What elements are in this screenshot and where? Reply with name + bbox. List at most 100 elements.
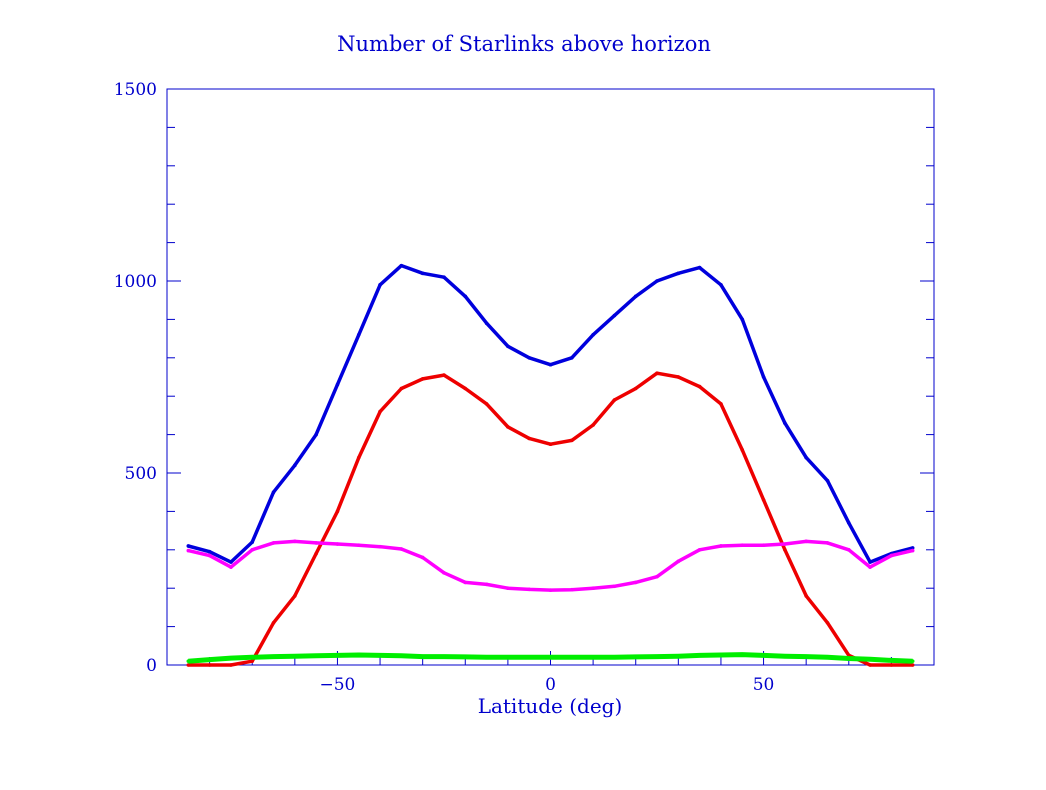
series-blue-point	[825, 478, 830, 483]
series-blue-point	[314, 432, 318, 437]
series-blue-point	[378, 283, 382, 287]
series-magenta-point	[910, 548, 915, 553]
series-blue-point	[399, 263, 404, 268]
series-red-point	[207, 663, 212, 667]
series-red-point	[591, 423, 595, 427]
series-blue-point	[655, 279, 659, 283]
series-blue-point	[335, 382, 340, 387]
series-magenta-point	[740, 543, 745, 547]
series-blue-point	[846, 521, 851, 525]
series-magenta-point	[229, 565, 233, 569]
series-green-point	[889, 658, 894, 663]
series-green-point	[846, 656, 851, 661]
y-tick-label: 1500	[114, 80, 157, 100]
series-red-point	[314, 551, 318, 556]
series-green-point	[420, 654, 425, 659]
series-blue-point	[676, 271, 681, 276]
series-blue-point	[804, 455, 808, 460]
x-tick-label: 0	[545, 675, 556, 695]
series-red-line	[188, 371, 913, 667]
series-green-point	[506, 655, 510, 660]
series-magenta-point	[783, 542, 787, 546]
series-blue-point	[484, 321, 489, 326]
series-green-point	[378, 653, 382, 658]
chart-title: Number of Starlinks above horizon	[337, 32, 711, 56]
series-red-point	[378, 409, 382, 414]
series-blue-point	[527, 356, 531, 360]
series-green-point	[527, 655, 531, 660]
series-magenta-point	[868, 565, 872, 569]
series-magenta-point	[442, 571, 446, 575]
series-green-point	[463, 655, 468, 659]
series-magenta-point	[825, 541, 830, 545]
series-red-point	[676, 375, 681, 379]
series-magenta-point	[293, 539, 297, 544]
series-magenta-point	[356, 543, 361, 547]
series-red-point	[335, 509, 340, 514]
series-green-point	[207, 657, 212, 662]
series-magenta-point	[186, 548, 191, 553]
series-green-point	[783, 654, 787, 658]
series-magenta-point	[570, 587, 574, 592]
series-red-point	[825, 620, 830, 625]
series-red-point	[229, 663, 233, 667]
series-green-point	[335, 653, 340, 658]
series-green-point	[186, 659, 191, 663]
series-green-point	[825, 655, 830, 660]
series-magenta-point	[527, 587, 531, 592]
x-tick-label: −50	[319, 675, 355, 695]
series-magenta-point	[676, 559, 681, 564]
series-red-point	[356, 455, 361, 460]
series-red-point	[697, 384, 702, 389]
series-red-point	[250, 659, 255, 663]
series-magenta-point	[314, 541, 318, 545]
series-green-point	[633, 655, 638, 659]
y-tick-label: 0	[146, 656, 157, 676]
series-red-point	[271, 620, 276, 625]
series-red-point	[761, 498, 766, 502]
series-red-point	[633, 386, 638, 391]
series-magenta-point	[761, 543, 766, 547]
series-blue-point	[761, 375, 766, 379]
series-red-point	[506, 425, 510, 429]
series-green-point	[697, 653, 702, 658]
series-magenta-point	[591, 586, 595, 590]
series-blue-point	[420, 271, 425, 276]
series-magenta-point	[463, 580, 468, 585]
series-red-point	[655, 371, 659, 375]
series-red-point	[889, 663, 894, 667]
series-green-point	[442, 654, 446, 659]
series-blue-point	[719, 283, 723, 287]
series-blue-point	[591, 332, 595, 337]
series-red-point	[570, 438, 574, 443]
series-red-point	[442, 373, 446, 377]
series-magenta-point	[612, 584, 617, 589]
series-magenta-point	[506, 586, 510, 590]
series-red-point	[910, 663, 915, 667]
series-green-point	[655, 654, 659, 659]
series-red-point	[293, 594, 297, 598]
series-magenta-point	[399, 547, 404, 551]
series-magenta-point	[207, 553, 212, 558]
series-green-point	[740, 652, 745, 657]
series-green-point	[250, 655, 255, 660]
series-green-point	[356, 653, 361, 657]
series-red-point	[527, 436, 531, 441]
series-magenta-point	[271, 541, 276, 545]
series-green-point	[761, 653, 766, 658]
series-blue-point	[356, 332, 361, 337]
y-tick-label: 1000	[114, 272, 157, 292]
axis-ticks	[167, 126, 934, 665]
series-blue-point	[463, 294, 468, 299]
series-red-point	[804, 594, 808, 598]
series-group	[186, 263, 915, 667]
series-green-point	[910, 659, 915, 663]
series-blue-point	[250, 540, 255, 544]
series-green-point	[591, 655, 595, 660]
series-green-point	[612, 655, 617, 660]
series-blue-point	[910, 546, 915, 550]
series-magenta-point	[719, 544, 723, 548]
plot-frame	[166, 88, 935, 666]
series-blue-point	[506, 344, 510, 349]
series-magenta-point	[548, 588, 553, 592]
